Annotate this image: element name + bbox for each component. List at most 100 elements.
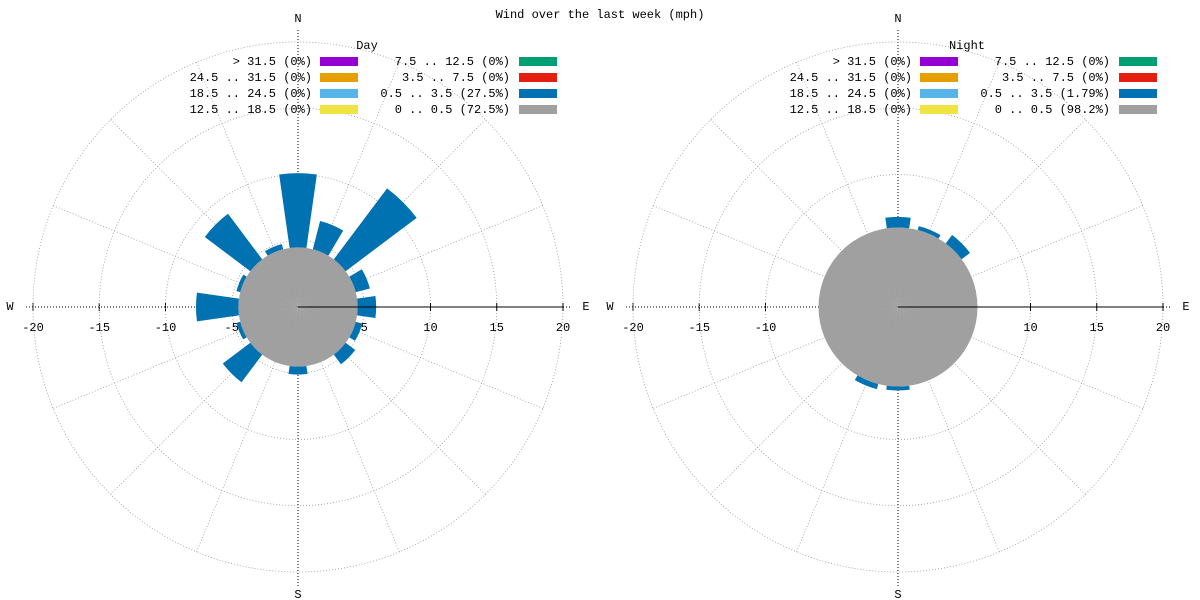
x-tick-label: 20 bbox=[1156, 321, 1170, 335]
legend-swatch bbox=[519, 105, 557, 114]
legend-swatch bbox=[920, 73, 958, 82]
wind-bar bbox=[349, 269, 370, 293]
compass-label: E bbox=[1182, 300, 1189, 314]
calm-sector bbox=[819, 307, 898, 352]
legend-swatch bbox=[1119, 105, 1157, 114]
compass-label: N bbox=[294, 12, 301, 26]
legend-swatch bbox=[1119, 73, 1157, 82]
wind-bar bbox=[333, 342, 356, 365]
calm-sector bbox=[248, 257, 298, 307]
calm-sector bbox=[898, 228, 943, 307]
x-tick-label: 15 bbox=[1090, 321, 1104, 335]
calm-sector bbox=[898, 307, 977, 352]
calm-sector bbox=[831, 307, 898, 374]
calm-sector bbox=[248, 307, 298, 357]
legend-label: 24.5 .. 31.5 (0%) bbox=[790, 71, 912, 85]
x-tick-label: -20 bbox=[622, 321, 644, 335]
compass-label: S bbox=[894, 588, 901, 600]
legend-label: 0.5 .. 3.5 (1.79%) bbox=[980, 87, 1110, 101]
legend-label: 0 .. 0.5 (72.5%) bbox=[395, 103, 510, 117]
calm-sector bbox=[818, 291, 898, 323]
wind-bar bbox=[204, 213, 263, 272]
wind-bar bbox=[195, 292, 239, 322]
x-tick-label: -15 bbox=[88, 321, 110, 335]
calm-sector bbox=[298, 307, 332, 366]
legend-label: 7.5 .. 12.5 (0%) bbox=[995, 55, 1110, 69]
spoke bbox=[897, 306, 1086, 495]
legend-label: 18.5 .. 24.5 (0%) bbox=[790, 87, 912, 101]
legend-swatch bbox=[519, 73, 557, 82]
spoke bbox=[897, 62, 1000, 308]
compass-label: S bbox=[294, 588, 301, 600]
calm-sector bbox=[239, 307, 298, 341]
subtitle: Night bbox=[949, 39, 985, 53]
wind-bar bbox=[279, 173, 317, 248]
wind-bar bbox=[264, 244, 284, 256]
legend-label: 7.5 .. 12.5 (0%) bbox=[395, 55, 510, 69]
calm-sector bbox=[898, 262, 977, 307]
calm-sector bbox=[298, 248, 332, 307]
calm-sector bbox=[853, 307, 898, 386]
legend-label: 3.5 .. 7.5 (0%) bbox=[402, 71, 510, 85]
x-tick-label: 5 bbox=[361, 321, 368, 335]
x-tick-label: -10 bbox=[755, 321, 777, 335]
wind-bar bbox=[236, 321, 247, 340]
legend-swatch bbox=[920, 57, 958, 66]
wind-bar bbox=[312, 221, 344, 256]
calm-sector bbox=[239, 273, 298, 307]
compass-label: W bbox=[6, 300, 14, 314]
legend-label: 12.5 .. 18.5 (0%) bbox=[790, 103, 912, 117]
calm-sector bbox=[298, 307, 357, 341]
legend-swatch bbox=[1119, 89, 1157, 98]
calm-sector bbox=[298, 307, 348, 357]
x-tick-label: -5 bbox=[225, 321, 239, 335]
wind-bar bbox=[885, 216, 911, 229]
legend-label: > 31.5 (0%) bbox=[833, 55, 912, 69]
legend-swatch bbox=[320, 89, 358, 98]
legend-swatch bbox=[320, 57, 358, 66]
wind-bar bbox=[288, 366, 308, 375]
spoke bbox=[297, 306, 543, 409]
wind-bar bbox=[945, 234, 971, 260]
legend-label: 24.5 .. 31.5 (0%) bbox=[190, 71, 312, 85]
wind-bar bbox=[854, 375, 879, 390]
x-tick-label: 10 bbox=[1023, 321, 1037, 335]
subtitle: Day bbox=[356, 39, 378, 53]
spoke bbox=[796, 62, 899, 308]
spoke bbox=[297, 62, 400, 308]
x-tick-label: -15 bbox=[688, 321, 710, 335]
spoke bbox=[653, 306, 899, 409]
wind-bar bbox=[917, 226, 941, 239]
x-tick-label: -20 bbox=[22, 321, 44, 335]
spoke bbox=[196, 62, 299, 308]
spoke bbox=[196, 306, 299, 552]
spoke bbox=[796, 306, 899, 552]
calm-sector bbox=[298, 257, 348, 307]
x-tick-label: 20 bbox=[556, 321, 570, 335]
legend-swatch bbox=[920, 89, 958, 98]
spoke bbox=[297, 306, 486, 495]
calm-sector bbox=[882, 307, 914, 387]
chart-title: Wind over the last week (mph) bbox=[496, 8, 705, 22]
calm-sector bbox=[286, 247, 310, 307]
wind-bar bbox=[236, 274, 247, 293]
legend-swatch bbox=[320, 105, 358, 114]
x-tick-label: 10 bbox=[423, 321, 437, 335]
legend-swatch bbox=[320, 73, 358, 82]
calm-sector bbox=[898, 240, 965, 307]
legend-label: 0 .. 0.5 (98.2%) bbox=[995, 103, 1110, 117]
calm-sector bbox=[819, 262, 898, 307]
calm-sector bbox=[264, 248, 298, 307]
legend-label: 3.5 .. 7.5 (0%) bbox=[1002, 71, 1110, 85]
legend-swatch bbox=[920, 105, 958, 114]
x-tick-label: -10 bbox=[155, 321, 177, 335]
compass-label: W bbox=[606, 300, 614, 314]
spoke bbox=[897, 119, 1086, 308]
legend-swatch bbox=[1119, 57, 1157, 66]
calm-sector bbox=[853, 228, 898, 307]
legend-label: 18.5 .. 24.5 (0%) bbox=[190, 87, 312, 101]
calm-sector bbox=[264, 307, 298, 366]
wind-bar bbox=[349, 321, 363, 341]
legend-label: > 31.5 (0%) bbox=[233, 55, 312, 69]
